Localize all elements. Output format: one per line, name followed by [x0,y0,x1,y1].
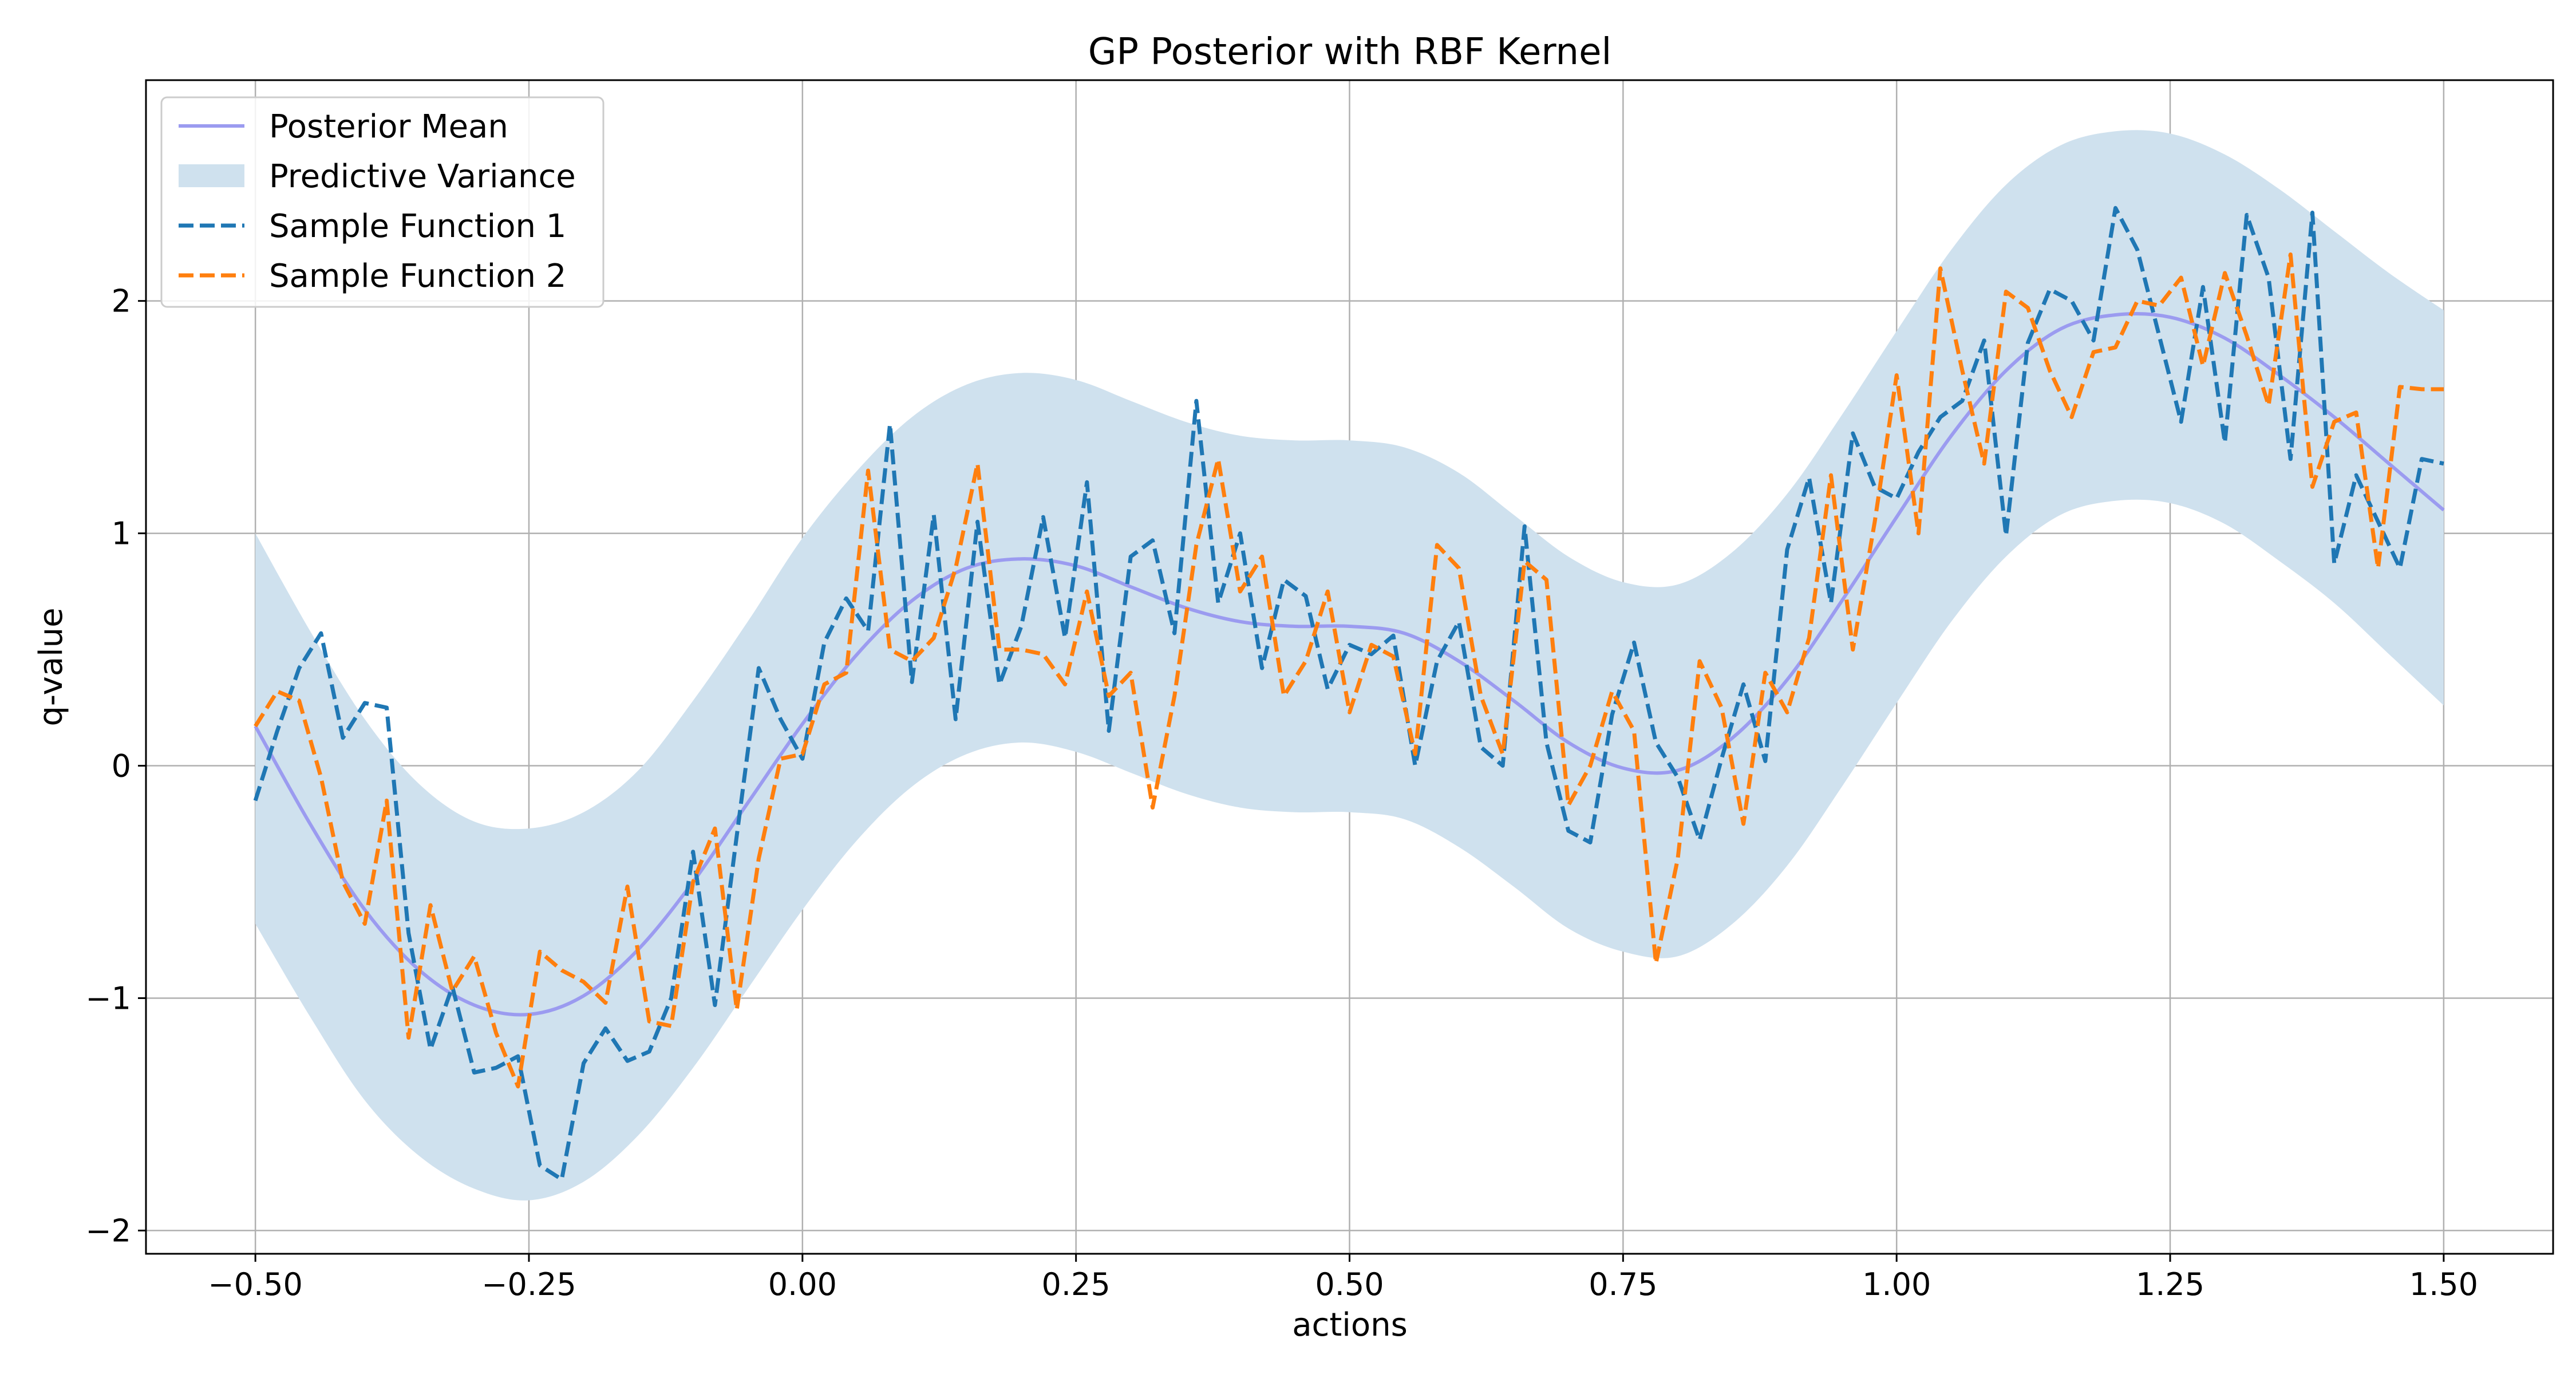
sample-function-1-line [253,206,2444,1182]
x-tick-label: −0.50 [208,1266,302,1302]
x-axis-label: actions [1292,1306,1408,1344]
legend-label: Sample Function 1 [269,208,566,245]
legend-label: Predictive Variance [269,158,576,195]
legend-label: Sample Function 2 [269,258,566,295]
y-axis-ticks: −2 −1 0 1 2 [85,283,146,1249]
predictive-variance-band [255,130,2444,1201]
posterior-mean-line [254,312,2445,1017]
x-tick-label: 1.00 [1862,1266,1931,1302]
x-tick-label: 0.25 [1042,1266,1111,1302]
y-tick-label: 2 [112,283,131,319]
y-tick-label: −1 [85,980,131,1016]
y-axis-label: q-value [33,607,70,726]
x-tick-label: 1.25 [2136,1266,2204,1302]
x-tick-label: 0.50 [1315,1266,1384,1302]
legend: Posterior Mean Predictive Variance Sample … [160,96,605,308]
x-tick-label: 0.00 [768,1266,837,1302]
y-tick-label: −2 [85,1213,131,1249]
x-tick-label: 0.75 [1589,1266,1657,1302]
variance-band-area [255,130,2444,1201]
x-tick-label: −0.25 [481,1266,576,1302]
legend-handle-predictive-variance [179,164,244,187]
y-tick-label: 1 [112,516,131,552]
chart-title: GP Posterior with RBF Kernel [1088,31,1611,73]
sample-function-2-line [254,252,2444,1089]
x-tick-label: 1.50 [2409,1266,2478,1302]
legend-label: Posterior Mean [269,108,508,145]
series-lines [253,206,2445,1182]
legend-box [160,96,605,308]
x-axis-ticks: −0.50 −0.25 0.00 0.25 0.50 0.75 1.00 1.25 1.50 [208,1254,2478,1302]
y-tick-label: 0 [112,748,131,784]
